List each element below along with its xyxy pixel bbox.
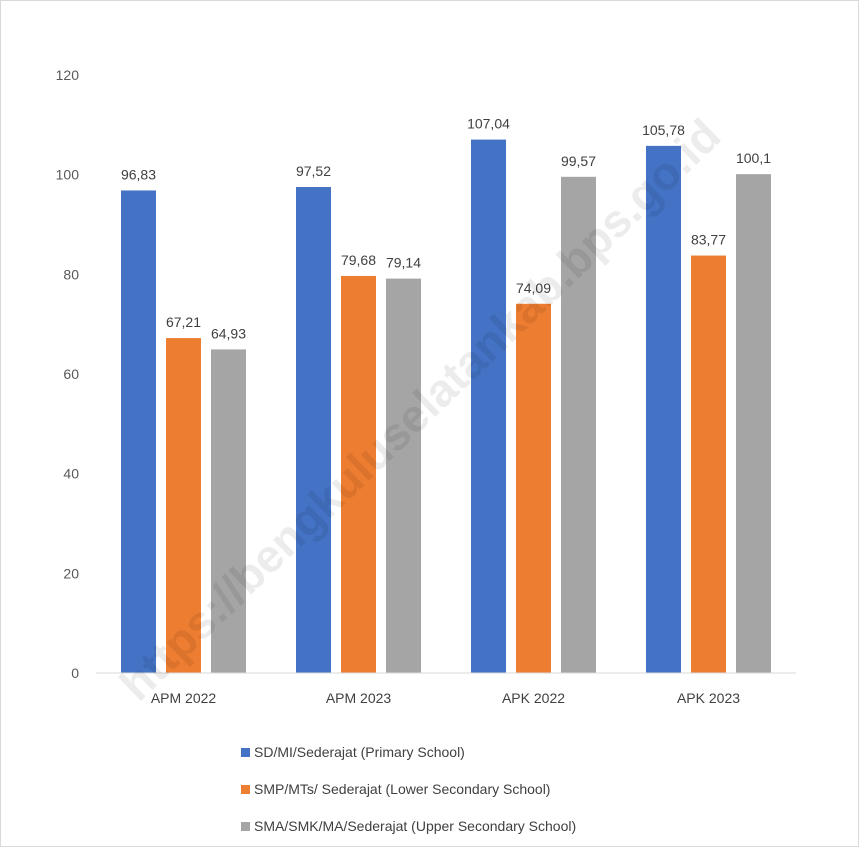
data-label: 97,52 [296,163,331,179]
bar-2-2 [341,275,376,673]
bar-series [121,139,771,674]
bar-3-3 [561,176,596,673]
y-tick-label: 60 [63,366,79,382]
legend-label: SMA/SMK/MA/Sederajat (Upper Secondary Sc… [254,818,576,834]
data-labels: 96,83 67,21 64,93 97,52 79,68 79,14 107,04 74,0… [121,116,771,342]
y-tick-label: 40 [63,466,79,482]
bar-2-3 [516,303,551,673]
data-label: 64,93 [211,325,246,341]
x-axis-categories: APM 2022 APM 2023 APK 2022 APK 2023 [151,690,740,706]
bar-3-4 [736,174,771,673]
legend: SD/MI/Sederajat (Primary School) SMP/MTs/… [241,744,576,834]
y-tick-label: 0 [71,665,79,681]
data-label: 99,57 [561,153,596,169]
bar-2-4 [691,255,726,673]
data-label: 79,14 [386,255,421,271]
y-tick-label: 100 [56,167,80,183]
y-tick-label: 80 [63,266,79,282]
data-label: 74,09 [516,280,551,296]
legend-swatch [241,785,250,794]
y-tick-label: 120 [56,67,80,83]
data-label: 83,77 [691,232,726,248]
bar-1-2 [296,187,331,673]
x-category-label: APK 2023 [677,690,740,706]
bar-1-3 [471,139,506,674]
legend-swatch [241,822,250,831]
x-category-label: APK 2022 [502,690,565,706]
x-category-label: APM 2022 [151,690,217,706]
bar-3-1 [211,349,246,673]
bar-2-1 [166,338,201,673]
bar-1-1 [121,190,156,673]
y-axis-ticks: 0 20 40 60 80 100 120 [56,67,80,681]
data-label: 79,68 [341,252,376,268]
x-category-label: APM 2023 [326,690,392,706]
legend-label: SMP/MTs/ Sederajat (Lower Secondary Scho… [254,781,550,797]
data-label: 100,1 [736,150,771,166]
data-label: 67,21 [166,314,201,330]
bar-3-2 [386,278,421,673]
data-label: 105,78 [642,122,685,138]
data-label: 107,04 [467,116,510,132]
bar-1-4 [646,145,681,673]
y-tick-label: 20 [63,565,79,581]
data-label: 96,83 [121,166,156,182]
legend-label: SD/MI/Sederajat (Primary School) [254,744,465,760]
legend-swatch [241,748,250,757]
